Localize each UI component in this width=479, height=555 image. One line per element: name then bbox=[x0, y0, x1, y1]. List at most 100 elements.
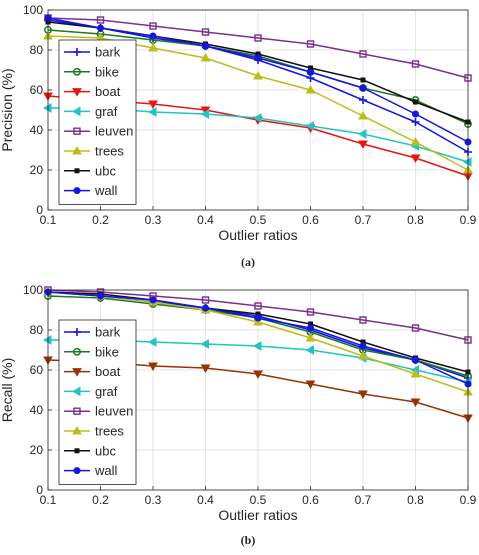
legend-marker bbox=[72, 368, 82, 377]
data-point-graf bbox=[462, 157, 472, 167]
data-point-boat bbox=[200, 364, 211, 374]
data-point-boat bbox=[410, 398, 421, 408]
legend-label: bark bbox=[95, 45, 121, 60]
legend-marker bbox=[71, 386, 81, 397]
legend-entry-trees: trees bbox=[64, 144, 124, 159]
panel-a-precision-chart: 0.1 0.2 0.3 0.4 0.5 0.6 0.7 0.8 0.9 0 20 40 60 80 100 O… bbox=[0, 3, 477, 243]
data-point-leuven bbox=[359, 50, 367, 58]
data-point-bark bbox=[411, 118, 420, 126]
legend-marker bbox=[72, 88, 82, 97]
x-tick-label: 0.3 bbox=[145, 213, 162, 227]
caption-a: (a) bbox=[241, 255, 255, 269]
data-point-graf bbox=[147, 337, 157, 347]
data-point-graf bbox=[200, 339, 209, 349]
legend-marker bbox=[74, 168, 80, 174]
data-point-wall bbox=[254, 54, 262, 62]
x-tick-label: 0.4 bbox=[197, 213, 214, 227]
x-axis-label: Outlier ratios bbox=[218, 227, 297, 243]
x-tick-label: 0.7 bbox=[355, 493, 372, 507]
y-axis-label: Recall (%) bbox=[0, 358, 15, 423]
data-point-boat bbox=[253, 370, 263, 380]
legend-box bbox=[58, 319, 137, 485]
data-point-wall bbox=[149, 32, 157, 40]
data-point-trees bbox=[148, 42, 158, 52]
y-tick-label: 80 bbox=[30, 323, 44, 337]
legend-box bbox=[58, 39, 137, 205]
x-tick-label: 0.5 bbox=[250, 213, 267, 227]
y-axis-label: Precision (%) bbox=[0, 68, 15, 151]
legend-entry-bark: bark bbox=[64, 45, 121, 60]
data-point-wall bbox=[97, 24, 104, 32]
x-tick-label: 0.2 bbox=[92, 493, 109, 507]
x-tick-label: 0.6 bbox=[302, 213, 319, 227]
legend-label: leuven bbox=[95, 404, 133, 419]
data-point-boat bbox=[358, 140, 368, 150]
data-point-boat bbox=[358, 390, 368, 400]
data-point-graf bbox=[305, 121, 314, 131]
legend-label: ubc bbox=[95, 443, 116, 458]
legend-entry-graf: graf bbox=[64, 104, 118, 119]
x-tick-label: 0.3 bbox=[145, 493, 162, 507]
legend-label: leuven bbox=[95, 124, 133, 139]
x-tick-label: 0.8 bbox=[407, 493, 424, 507]
legend-label: graf bbox=[95, 384, 118, 399]
legend-entry-trees: trees bbox=[64, 424, 124, 439]
legend-entry-ubc: ubc bbox=[64, 443, 116, 458]
data-point-wall bbox=[412, 110, 419, 118]
y-tick-label: 80 bbox=[30, 43, 44, 57]
data-point-trees bbox=[410, 136, 421, 146]
data-point-wall bbox=[254, 314, 262, 322]
legend-entry-bike: bike bbox=[64, 64, 119, 79]
legend-label: bark bbox=[95, 325, 121, 340]
legend-entry-leuven: leuven bbox=[64, 124, 133, 139]
legend-label: boat bbox=[95, 84, 121, 99]
x-tick-label: 0.7 bbox=[355, 213, 372, 227]
data-point-trees bbox=[358, 350, 368, 360]
legend-marker bbox=[73, 48, 81, 56]
legend-entry-bark: bark bbox=[64, 325, 121, 340]
data-point-graf bbox=[252, 341, 262, 351]
legend-label: boat bbox=[95, 364, 121, 379]
legend-entry-boat: boat bbox=[64, 364, 121, 379]
legend-label: trees bbox=[95, 144, 124, 159]
data-point-leuven bbox=[201, 296, 210, 304]
data-point-ubc bbox=[360, 77, 366, 83]
legend-label: bike bbox=[95, 64, 119, 79]
legend-entry-leuven: leuven bbox=[64, 404, 133, 419]
data-point-wall bbox=[359, 84, 367, 92]
data-point-wall bbox=[412, 356, 419, 364]
data-point-boat bbox=[305, 380, 316, 390]
data-point-leuven bbox=[359, 316, 367, 324]
data-point-boat bbox=[148, 362, 158, 372]
y-tick-label: 0 bbox=[36, 483, 43, 497]
x-tick-label: 0.1 bbox=[40, 493, 57, 507]
x-tick-label: 0.8 bbox=[407, 213, 424, 227]
data-point-leuven bbox=[254, 34, 262, 42]
caption-b: (b) bbox=[241, 533, 256, 547]
legend-entry-ubc: ubc bbox=[64, 163, 116, 178]
data-point-leuven bbox=[201, 28, 210, 36]
y-tick-label: 20 bbox=[30, 163, 44, 177]
data-point-wall bbox=[202, 304, 209, 312]
legend-marker bbox=[73, 328, 81, 336]
legend-label: wall bbox=[94, 183, 118, 198]
data-point-leuven bbox=[306, 308, 315, 316]
x-tick-label: 0.6 bbox=[302, 493, 319, 507]
data-point-leuven bbox=[411, 60, 420, 68]
data-point-leuven bbox=[306, 40, 315, 48]
legend-marker bbox=[73, 347, 81, 356]
data-point-graf bbox=[42, 103, 52, 113]
y-tick-label: 100 bbox=[23, 3, 43, 17]
data-point-graf bbox=[147, 107, 157, 117]
data-point-leuven bbox=[411, 324, 420, 332]
data-point-boat bbox=[148, 100, 158, 110]
data-point-trees bbox=[358, 110, 368, 120]
y-tick-label: 100 bbox=[23, 283, 43, 297]
data-point-bark bbox=[359, 96, 367, 104]
legend-marker bbox=[73, 127, 81, 135]
data-point-trees bbox=[305, 84, 316, 94]
legend-entry-graf: graf bbox=[64, 384, 118, 399]
y-tick-label: 40 bbox=[30, 123, 44, 137]
data-point-ubc bbox=[413, 99, 418, 105]
